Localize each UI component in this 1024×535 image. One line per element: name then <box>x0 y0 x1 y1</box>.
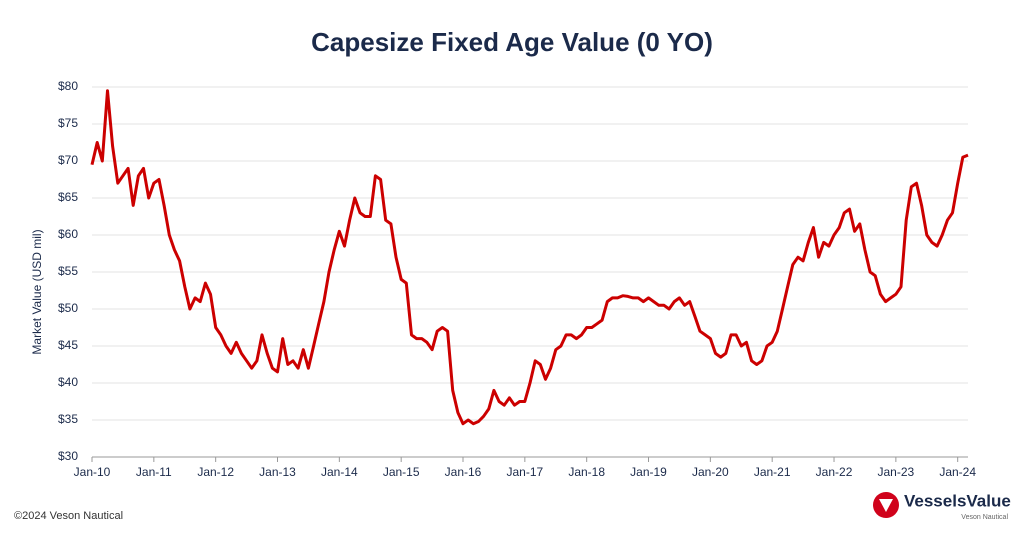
x-tick-label: Jan-11 <box>136 465 172 479</box>
y-tick-label: $55 <box>58 264 78 278</box>
x-tick-label: Jan-19 <box>630 465 667 479</box>
x-tick-label: Jan-12 <box>197 465 234 479</box>
logo: VesselsValue Veson Nautical <box>873 491 1011 521</box>
copyright: ©2024 Veson Nautical <box>14 510 123 522</box>
y-tick-label: $40 <box>58 375 78 389</box>
y-tick-label: $50 <box>58 301 78 315</box>
chart-title: Capesize Fixed Age Value (0 YO) <box>311 27 713 57</box>
y-tick-label: $45 <box>58 338 78 352</box>
x-tick-label: Jan-17 <box>506 465 543 479</box>
y-tick-label: $70 <box>58 153 78 167</box>
x-tick-label: Jan-14 <box>321 465 358 479</box>
x-tick-label: Jan-21 <box>754 465 791 479</box>
x-tick-label: Jan-20 <box>692 465 729 479</box>
x-tick-label: Jan-23 <box>878 465 915 479</box>
y-axis-label: Market Value (USD mil) <box>30 229 44 354</box>
y-tick-label: $30 <box>58 449 78 463</box>
y-tick-label: $65 <box>58 190 78 204</box>
logo-text: VesselsValue <box>904 491 1011 510</box>
x-tick-label: Jan-13 <box>259 465 296 479</box>
x-tick-label: Jan-15 <box>383 465 420 479</box>
x-tick-label: Jan-22 <box>816 465 853 479</box>
logo-subtext: Veson Nautical <box>961 514 1008 521</box>
x-tick-label: Jan-16 <box>445 465 482 479</box>
y-tick-label: $80 <box>58 79 78 93</box>
logo-icon-mark <box>879 499 893 512</box>
line-series <box>90 89 969 426</box>
y-tick-label: $75 <box>58 116 78 130</box>
x-tick-label: Jan-18 <box>568 465 605 479</box>
x-tick-label: Jan-10 <box>74 465 111 479</box>
y-tick-label: $35 <box>58 412 78 426</box>
y-tick-label: $60 <box>58 227 78 241</box>
x-tick-label: Jan-24 <box>939 465 976 479</box>
